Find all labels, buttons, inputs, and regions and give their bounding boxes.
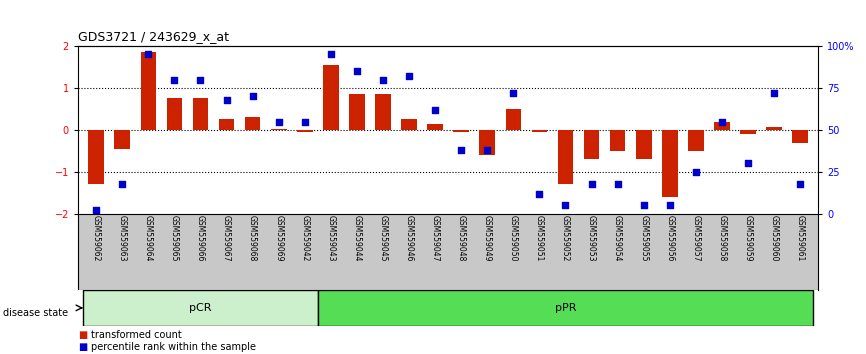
- Point: [324, 52, 338, 57]
- Text: GSM559068: GSM559068: [249, 215, 257, 262]
- Text: transformed count: transformed count: [91, 330, 182, 339]
- Point: [350, 68, 364, 74]
- Point: [481, 147, 494, 153]
- Point: [220, 97, 234, 103]
- Text: GSM559056: GSM559056: [665, 215, 675, 262]
- Text: GSM559063: GSM559063: [118, 215, 126, 262]
- Text: GSM559048: GSM559048: [456, 215, 466, 262]
- Point: [246, 93, 260, 99]
- Bar: [83, 290, 318, 326]
- Text: GSM559050: GSM559050: [509, 215, 518, 262]
- Point: [585, 181, 598, 187]
- Text: ■: ■: [78, 330, 87, 339]
- Bar: [401, 119, 417, 130]
- Text: ■: ■: [78, 342, 87, 352]
- Bar: [506, 109, 521, 130]
- Bar: [766, 127, 782, 130]
- Text: pCR: pCR: [190, 303, 211, 313]
- Bar: [219, 119, 235, 130]
- Text: pPR: pPR: [555, 303, 576, 313]
- Bar: [454, 130, 469, 132]
- Bar: [792, 130, 808, 143]
- Text: GSM559049: GSM559049: [482, 215, 492, 262]
- Text: GSM559059: GSM559059: [744, 215, 753, 262]
- Text: GSM559058: GSM559058: [717, 215, 727, 262]
- Text: GSM559053: GSM559053: [587, 215, 596, 262]
- Point: [689, 169, 703, 175]
- Text: disease state: disease state: [3, 308, 68, 318]
- Point: [298, 119, 312, 124]
- Point: [167, 77, 181, 82]
- Text: GSM559054: GSM559054: [613, 215, 622, 262]
- Bar: [427, 124, 443, 130]
- Text: GSM559067: GSM559067: [222, 215, 231, 262]
- Bar: [662, 130, 677, 197]
- Text: GSM559051: GSM559051: [535, 215, 544, 262]
- Point: [89, 208, 103, 213]
- Point: [533, 191, 546, 196]
- Text: GSM559062: GSM559062: [92, 215, 100, 262]
- Bar: [714, 121, 730, 130]
- Bar: [532, 130, 547, 132]
- Bar: [740, 130, 756, 134]
- Bar: [558, 130, 573, 184]
- Bar: [318, 290, 813, 326]
- Bar: [192, 98, 209, 130]
- Bar: [375, 94, 391, 130]
- Bar: [584, 130, 599, 159]
- Bar: [349, 94, 365, 130]
- Text: GSM559044: GSM559044: [352, 215, 361, 262]
- Point: [715, 119, 729, 124]
- Bar: [297, 130, 313, 132]
- Point: [637, 202, 650, 208]
- Bar: [480, 130, 495, 155]
- Point: [793, 181, 807, 187]
- Point: [455, 147, 469, 153]
- Text: GSM559042: GSM559042: [301, 215, 309, 262]
- Text: GSM559052: GSM559052: [561, 215, 570, 262]
- Text: GDS3721 / 243629_x_at: GDS3721 / 243629_x_at: [78, 30, 229, 44]
- Bar: [245, 117, 261, 130]
- Bar: [140, 52, 156, 130]
- Text: GSM559066: GSM559066: [196, 215, 205, 262]
- Point: [611, 181, 624, 187]
- Text: GSM559047: GSM559047: [430, 215, 440, 262]
- Point: [376, 77, 390, 82]
- Text: GSM559061: GSM559061: [796, 215, 805, 262]
- Bar: [114, 130, 130, 149]
- Bar: [166, 98, 182, 130]
- Bar: [88, 130, 104, 184]
- Point: [767, 90, 781, 96]
- Bar: [636, 130, 651, 159]
- Text: GSM559045: GSM559045: [378, 215, 387, 262]
- Text: GSM559057: GSM559057: [691, 215, 701, 262]
- Bar: [688, 130, 704, 151]
- Bar: [323, 65, 339, 130]
- Point: [428, 107, 442, 113]
- Bar: [610, 130, 625, 151]
- Point: [507, 90, 520, 96]
- Point: [662, 202, 676, 208]
- Point: [193, 77, 207, 82]
- Text: GSM559069: GSM559069: [275, 215, 283, 262]
- Text: GSM559065: GSM559065: [170, 215, 179, 262]
- Text: GSM559055: GSM559055: [639, 215, 648, 262]
- Point: [141, 52, 155, 57]
- Point: [272, 119, 286, 124]
- Point: [741, 161, 755, 166]
- Point: [115, 181, 129, 187]
- Text: GSM559043: GSM559043: [326, 215, 335, 262]
- Text: GSM559046: GSM559046: [404, 215, 414, 262]
- Bar: [271, 129, 287, 130]
- Text: GSM559060: GSM559060: [770, 215, 779, 262]
- Text: percentile rank within the sample: percentile rank within the sample: [91, 342, 256, 352]
- Point: [559, 202, 572, 208]
- Point: [402, 73, 416, 79]
- Text: GSM559064: GSM559064: [144, 215, 152, 262]
